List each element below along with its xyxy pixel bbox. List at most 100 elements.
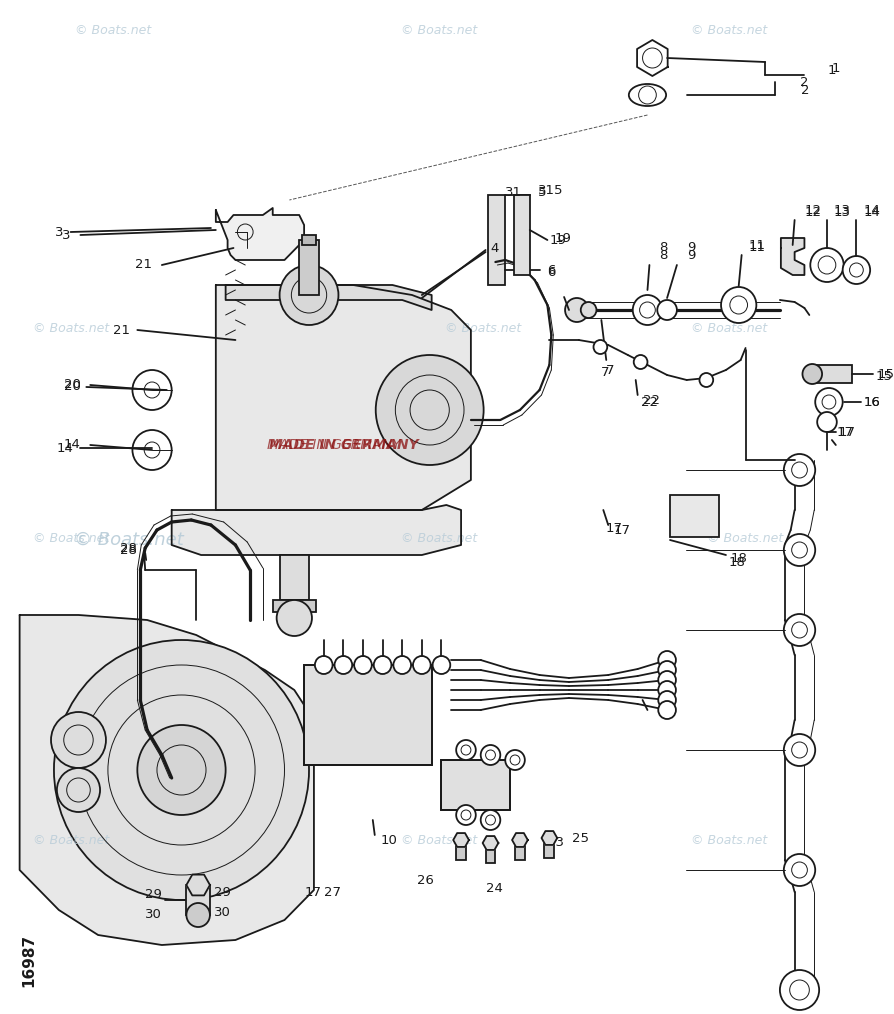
- Text: MADE IN GERMANY: MADE IN GERMANY: [268, 438, 417, 452]
- Circle shape: [132, 370, 172, 410]
- Text: 14: 14: [56, 441, 73, 454]
- Text: © Boats.net: © Boats.net: [32, 321, 109, 335]
- Text: 11: 11: [747, 238, 764, 251]
- Bar: [513, 195, 529, 275]
- Text: 19: 19: [549, 233, 566, 246]
- Polygon shape: [215, 208, 304, 260]
- Circle shape: [580, 302, 595, 318]
- Circle shape: [456, 805, 476, 825]
- Text: 28: 28: [121, 541, 137, 555]
- Polygon shape: [225, 285, 431, 310]
- Circle shape: [57, 768, 100, 812]
- Circle shape: [783, 454, 814, 486]
- Text: 1: 1: [831, 62, 839, 74]
- Circle shape: [186, 903, 210, 927]
- Text: 4: 4: [490, 241, 498, 255]
- Circle shape: [809, 248, 843, 282]
- Text: 8: 8: [659, 248, 667, 262]
- Circle shape: [721, 287, 755, 323]
- Bar: [485, 843, 495, 863]
- Text: 29: 29: [214, 886, 231, 899]
- Bar: [544, 838, 553, 858]
- Polygon shape: [20, 615, 314, 945]
- Text: 30: 30: [214, 907, 231, 920]
- Text: 20: 20: [63, 378, 80, 391]
- Text: 17: 17: [612, 523, 629, 536]
- Text: 1: 1: [827, 64, 835, 76]
- Text: 17: 17: [304, 886, 321, 899]
- Polygon shape: [482, 837, 498, 850]
- Circle shape: [783, 854, 814, 886]
- Circle shape: [657, 671, 675, 689]
- Polygon shape: [637, 40, 667, 76]
- Text: 18: 18: [730, 552, 746, 565]
- Circle shape: [137, 725, 225, 815]
- Text: 14: 14: [863, 206, 879, 218]
- Bar: [809, 365, 850, 383]
- Circle shape: [564, 298, 588, 322]
- Text: © Boats.net: © Boats.net: [32, 834, 109, 847]
- Circle shape: [456, 740, 476, 760]
- Text: 4: 4: [495, 238, 503, 251]
- Text: © Boats.net: © Boats.net: [32, 531, 109, 545]
- Text: 8: 8: [659, 240, 667, 254]
- Circle shape: [699, 373, 713, 387]
- Circle shape: [132, 430, 172, 470]
- Circle shape: [656, 300, 676, 320]
- Text: 6: 6: [547, 266, 555, 279]
- Bar: [273, 600, 316, 612]
- Bar: [304, 665, 431, 765]
- Polygon shape: [186, 875, 210, 895]
- Text: 7: 7: [605, 363, 614, 376]
- Circle shape: [783, 614, 814, 646]
- Text: 12: 12: [804, 206, 821, 218]
- Circle shape: [816, 412, 836, 432]
- Text: 13: 13: [833, 204, 850, 217]
- Ellipse shape: [628, 84, 665, 106]
- Circle shape: [802, 364, 822, 384]
- Text: 18: 18: [728, 556, 745, 569]
- Circle shape: [632, 295, 662, 325]
- Text: © Boats.net: © Boats.net: [690, 321, 766, 335]
- Text: 30: 30: [145, 909, 162, 922]
- Text: © Boats.net: © Boats.net: [401, 834, 477, 847]
- Bar: [279, 555, 308, 600]
- Text: 14: 14: [863, 204, 879, 217]
- Bar: [441, 760, 510, 810]
- Bar: [302, 235, 316, 245]
- Bar: [186, 885, 210, 915]
- Circle shape: [480, 810, 500, 830]
- Text: 3: 3: [55, 225, 63, 238]
- Polygon shape: [215, 285, 470, 510]
- Circle shape: [480, 745, 500, 765]
- Text: 9: 9: [686, 248, 695, 262]
- Text: 15: 15: [875, 370, 892, 383]
- Text: 5: 5: [537, 186, 545, 199]
- Text: 20: 20: [63, 380, 80, 393]
- Circle shape: [657, 681, 675, 699]
- Circle shape: [354, 656, 371, 674]
- Circle shape: [783, 734, 814, 766]
- Text: 2: 2: [799, 83, 808, 96]
- Text: 3: 3: [62, 228, 71, 241]
- Circle shape: [315, 656, 333, 674]
- Text: 17: 17: [836, 426, 853, 438]
- Circle shape: [633, 355, 646, 369]
- Circle shape: [374, 656, 391, 674]
- Bar: [441, 760, 510, 810]
- Polygon shape: [541, 831, 557, 845]
- Text: 25: 25: [571, 831, 588, 845]
- Bar: [514, 840, 524, 860]
- Text: 17: 17: [838, 426, 855, 438]
- Circle shape: [432, 656, 450, 674]
- Text: 11: 11: [747, 240, 764, 254]
- Text: 9: 9: [686, 240, 695, 254]
- Text: 22: 22: [642, 393, 659, 407]
- Text: © Boats.net: © Boats.net: [690, 834, 766, 847]
- Polygon shape: [172, 505, 460, 555]
- Text: © Boats.net: © Boats.net: [74, 23, 151, 37]
- Text: 14: 14: [63, 438, 80, 451]
- Text: 12: 12: [804, 204, 821, 217]
- Text: 2: 2: [799, 75, 808, 88]
- Circle shape: [393, 656, 410, 674]
